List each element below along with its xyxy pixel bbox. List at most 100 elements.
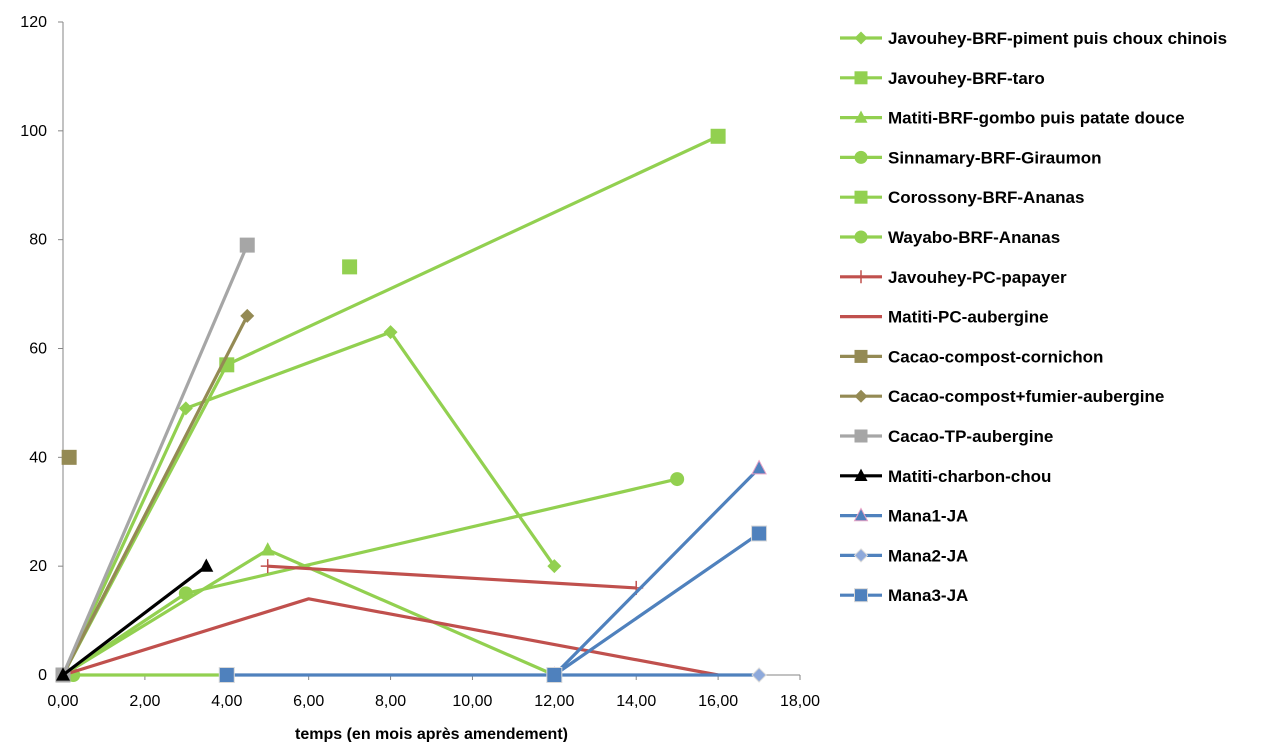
series-4: [342, 259, 358, 275]
y-tick-label: 20: [29, 558, 47, 575]
legend-label: Javouhey-BRF-piment puis choux chinois: [888, 29, 1227, 48]
series-10: [55, 237, 255, 683]
legend-entry: Cacao-TP-aubergine: [840, 427, 1053, 446]
legend-entry: Javouhey-BRF-piment puis choux chinois: [840, 29, 1227, 48]
x-tick-label: 0,00: [47, 693, 78, 710]
legend-entry: Matiti-BRF-gombo puis patate douce: [840, 109, 1185, 128]
legend-label: Matiti-BRF-gombo puis patate douce: [888, 109, 1185, 128]
legend-entry: Javouhey-PC-papayer: [840, 268, 1067, 287]
y-tick-label: 100: [20, 123, 47, 140]
data-point: [61, 449, 77, 465]
legend-label: Cacao-compost+fumier-aubergine: [888, 387, 1164, 406]
legend-label: Wayabo-BRF-Ananas: [888, 228, 1060, 247]
y-ticks: 0 20 40 60 80 100 120: [20, 14, 63, 684]
legend-entry: Cacao-compost+fumier-aubergine: [840, 387, 1164, 406]
data-point: [670, 472, 685, 487]
data-point: [218, 667, 235, 683]
series-11: [56, 558, 214, 681]
legend-entry: Wayabo-BRF-Ananas: [840, 228, 1060, 247]
legend-marker: [854, 349, 868, 363]
series-6: [260, 559, 644, 595]
legend-marker: [853, 548, 869, 563]
data-point: [260, 542, 275, 556]
legend-entry: Cacao-compost-cornichon: [840, 347, 1103, 366]
data-point: [751, 525, 768, 542]
data-point: [342, 259, 358, 275]
legend-label: Corossony-BRF-Ananas: [888, 188, 1084, 207]
series-13: [546, 667, 767, 683]
y-tick-label: 120: [20, 14, 47, 31]
data-point: [751, 459, 767, 475]
legend-label: Javouhey-BRF-taro: [888, 69, 1045, 88]
y-tick-label: 40: [29, 449, 47, 466]
y-tick-label: 0: [38, 667, 47, 684]
legend-entry: Mana2-JA: [840, 546, 968, 565]
series-line: [61, 315, 249, 676]
legend-label: Mana1-JA: [888, 507, 968, 526]
data-point: [239, 237, 255, 253]
data-point: [547, 559, 562, 574]
legend-entry: Matiti-PC-aubergine: [840, 308, 1049, 327]
legend-label: Matiti-PC-aubergine: [888, 308, 1049, 327]
legend-marker: [854, 429, 868, 443]
legend-marker: [854, 71, 868, 85]
x-tick-label: 10,00: [452, 693, 492, 710]
x-ticks: 0,00 2,00 4,00 6,00 8,00 10,00 12,00 14,00 16,00…: [47, 675, 820, 710]
legend-marker: [854, 230, 868, 244]
data-point: [383, 325, 398, 340]
legend-label: Cacao-TP-aubergine: [888, 427, 1053, 446]
legend-marker: [854, 150, 868, 164]
x-tick-label: 8,00: [375, 693, 406, 710]
series-12: [546, 459, 767, 682]
legend-marker: [854, 110, 868, 123]
legend-label: Javouhey-PC-papayer: [888, 268, 1067, 287]
x-tick-label: 16,00: [698, 693, 738, 710]
legend-entry: Javouhey-BRF-taro: [840, 69, 1045, 88]
series-line: [226, 532, 760, 677]
x-tick-label: 14,00: [616, 693, 656, 710]
x-tick-label: 2,00: [129, 693, 160, 710]
data-point: [546, 667, 563, 683]
legend-marker: [854, 190, 868, 204]
legend-label: Sinnamary-BRF-Giraumon: [888, 148, 1101, 167]
x-tick-label: 4,00: [211, 693, 242, 710]
series-8: [61, 449, 77, 465]
x-tick-label: 18,00: [780, 693, 820, 710]
legend: Javouhey-BRF-piment puis choux chinois Ja…: [840, 29, 1227, 605]
series-1: [55, 128, 726, 683]
data-point: [56, 667, 70, 681]
data-point: [240, 308, 255, 323]
series-line: [62, 564, 208, 677]
legend-marker: [854, 588, 868, 603]
data-point: [178, 586, 193, 601]
axes: 0 20 40 60 80 100 120 0,00 2,00 4,00 6,00 8,00 10,0…: [20, 14, 820, 742]
legend-marker: [854, 270, 868, 284]
series-5: [66, 668, 234, 682]
legend-entry: Corossony-BRF-Ananas: [840, 188, 1084, 207]
series-line: [61, 244, 249, 676]
x-axis-title: temps (en mois après amendement): [295, 726, 568, 742]
y-tick-label: 60: [29, 341, 47, 358]
legend-entry: Matiti-charbon-chou: [840, 467, 1051, 486]
data-point: [260, 559, 275, 574]
legend-entry: Sinnamary-BRF-Giraumon: [840, 148, 1101, 167]
x-tick-label: 6,00: [293, 693, 324, 710]
series-line: [553, 467, 761, 677]
legend-marker: [854, 468, 868, 481]
legend-label: Mana2-JA: [888, 546, 968, 565]
legend-entry: Mana1-JA: [840, 507, 968, 526]
legend-label: Mana3-JA: [888, 586, 968, 605]
x-tick-label: 12,00: [534, 693, 574, 710]
legend-marker: [853, 507, 869, 522]
series-line: [61, 330, 556, 676]
data-point: [751, 667, 767, 683]
series-line: [61, 134, 719, 676]
series-line: [267, 564, 637, 590]
legend-marker: [854, 31, 868, 45]
plot-area: [55, 128, 768, 683]
legend-label: Matiti-charbon-chou: [888, 467, 1051, 486]
y-tick-label: 80: [29, 232, 47, 249]
series-2: [56, 542, 562, 681]
data-point: [710, 128, 726, 144]
